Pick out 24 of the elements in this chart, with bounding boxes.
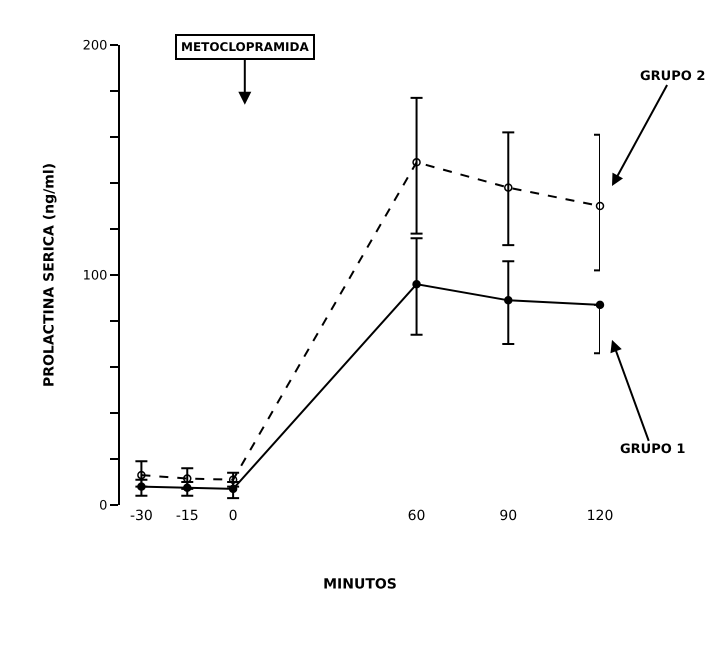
point xyxy=(183,484,192,492)
point xyxy=(504,183,513,192)
point xyxy=(596,202,604,210)
y-tick-label: 100 xyxy=(82,268,108,284)
point xyxy=(137,470,146,480)
x-tick-label: 60 xyxy=(408,508,426,524)
point xyxy=(412,280,421,288)
y-axis-title: PROLACTINA SERICA (ng/ml) xyxy=(42,162,58,388)
point xyxy=(137,482,146,491)
text: GRUPO 2 xyxy=(640,69,706,84)
point xyxy=(412,158,421,167)
point xyxy=(228,484,238,494)
x-tick-label: 90 xyxy=(499,508,518,524)
x-tick-label: 0 xyxy=(228,508,238,524)
annotation: METOCLOPRAMIDA xyxy=(181,40,310,54)
x-tick-label: -30 xyxy=(130,508,153,524)
x-tick-label: 120 xyxy=(586,508,614,524)
y-tick-label: 200 xyxy=(82,38,108,54)
text: GRUPO 1 xyxy=(620,442,686,457)
point xyxy=(596,300,604,310)
x-tick-label: -15 xyxy=(176,508,199,524)
x-axis-title: MINUTOS xyxy=(323,576,397,592)
point xyxy=(504,296,513,305)
y-tick-label: 0 xyxy=(99,498,108,514)
